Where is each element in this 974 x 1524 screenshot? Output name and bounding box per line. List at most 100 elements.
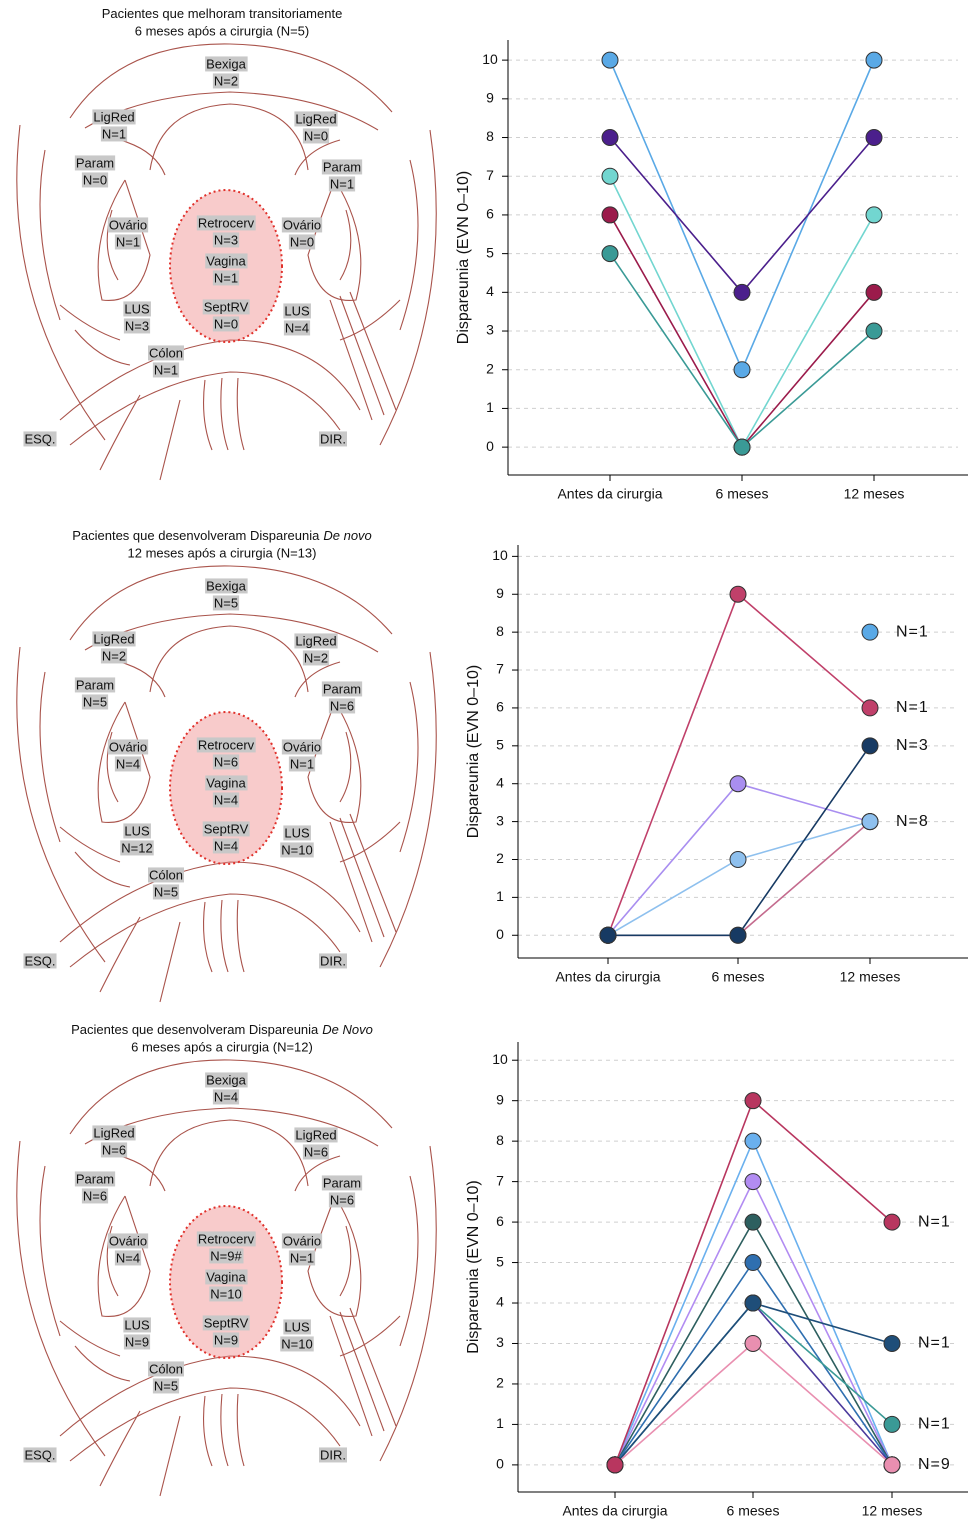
diagram-label: N=4: [214, 1089, 238, 1104]
diagram-label: ESQ.: [24, 1447, 55, 1462]
diagram-label: Retrocerv: [198, 1231, 255, 1246]
diagram-label: Cólon: [149, 1361, 183, 1376]
diagram-label: ESQ.: [24, 953, 55, 968]
diagram-label: N=6: [83, 1188, 107, 1203]
diagram-label: N=4: [214, 792, 238, 807]
data-point: [884, 1457, 900, 1473]
diagram-label: N=5: [154, 1378, 178, 1393]
chart: 012345678910Antes da cirurgia6 meses12 m…: [465, 545, 968, 985]
data-point: [866, 52, 882, 68]
y-tick-label: 5: [486, 244, 494, 260]
y-tick-label: 8: [486, 128, 494, 144]
diagram-label: Ovário: [283, 739, 321, 754]
diagram-label: Vagina: [206, 775, 246, 790]
diagram-label: LigRed: [93, 631, 134, 646]
diagram-label: Ovário: [283, 1233, 321, 1248]
data-point: [734, 284, 750, 300]
x-tick-label: Antes da cirurgia: [562, 1503, 667, 1519]
diagram-title: 6 meses após a cirurgia (N=12): [131, 1039, 313, 1054]
diagram-label: DIR.: [320, 953, 346, 968]
diagram-label: SeptRV: [204, 299, 249, 314]
y-tick-label: 0: [496, 926, 504, 942]
diagram-label: N=0: [290, 234, 314, 249]
end-label: N=1: [918, 1335, 951, 1352]
diagram-label: N=6: [330, 698, 354, 713]
diagram-label: N=0: [214, 316, 238, 331]
series-line: [608, 822, 870, 936]
diagram-label: Bexiga: [206, 56, 247, 71]
data-point: [745, 1093, 761, 1109]
title-line: Pacientes que desenvolveram Dispareunia: [71, 1022, 319, 1037]
y-tick-label: 2: [486, 360, 494, 376]
diagram-label: N=6: [330, 1192, 354, 1207]
diagram-label: N=1: [116, 234, 140, 249]
data-point: [884, 1214, 900, 1230]
diagram-label: ESQ.: [24, 431, 55, 446]
diagram-label: N=9#: [210, 1248, 242, 1263]
diagram-label: LUS: [124, 823, 150, 838]
y-tick-label: 5: [496, 737, 504, 753]
diagram-label: LUS: [124, 301, 150, 316]
y-tick-label: 4: [496, 774, 504, 790]
y-tick-label: 9: [496, 585, 504, 601]
data-point: [734, 439, 750, 455]
series-line: [608, 822, 870, 936]
diagram-label: Cólon: [149, 345, 183, 360]
y-tick-label: 0: [486, 438, 494, 454]
diagram-label: N=6: [304, 1144, 328, 1159]
y-tick-label: 2: [496, 1375, 504, 1391]
data-point: [602, 52, 618, 68]
diagram-label: N=6: [102, 1142, 126, 1157]
y-tick-label: 4: [486, 283, 494, 299]
data-point: [866, 207, 882, 223]
diagram-label: Vagina: [206, 253, 246, 268]
diagram-label: N=4: [214, 838, 238, 853]
data-point: [730, 776, 746, 792]
diagram-label: N=4: [116, 1250, 140, 1265]
diagram-label: Bexiga: [206, 578, 247, 593]
data-point: [866, 130, 882, 146]
y-tick-label: 1: [496, 888, 504, 904]
y-tick-label: 0: [496, 1456, 504, 1472]
diagram-label: N=10: [281, 842, 312, 857]
series-line: [615, 1101, 892, 1465]
y-tick-label: 10: [492, 1051, 508, 1067]
diagrams: Pacientes que melhoram transitoriamente6…: [17, 6, 436, 1496]
data-point: [730, 586, 746, 602]
diagram-label: LigRed: [93, 109, 134, 124]
y-axis-label: Dispareunia (EVN 0–10): [465, 1180, 482, 1353]
y-tick-label: 3: [486, 322, 494, 338]
diagram-label: N=0: [304, 128, 328, 143]
data-point: [602, 246, 618, 262]
y-tick-label: 5: [496, 1253, 504, 1269]
diagram-label: LigRed: [295, 633, 336, 648]
diagram-label: N=2: [304, 650, 328, 665]
y-tick-label: 7: [496, 661, 504, 677]
end-label: N=1: [918, 1416, 951, 1433]
data-point: [866, 323, 882, 339]
data-point: [602, 207, 618, 223]
diagram-label: SeptRV: [204, 821, 249, 836]
diagram-label: LUS: [284, 1319, 310, 1334]
y-tick-label: 6: [496, 1213, 504, 1229]
y-tick-label: 1: [486, 399, 494, 415]
series-line: [610, 254, 874, 448]
data-point: [862, 738, 878, 754]
diagram-label: N=1: [330, 176, 354, 191]
diagram-label: Param: [76, 1171, 114, 1186]
data-point: [730, 927, 746, 943]
diagram-label: N=10: [281, 1336, 312, 1351]
diagram-label: LigRed: [93, 1125, 134, 1140]
x-tick-label: 6 meses: [712, 969, 765, 985]
data-point: [862, 814, 878, 830]
diagram-panel: Pacientes que desenvolveram DispareuniaD…: [17, 528, 436, 1002]
diagram-label: Bexiga: [206, 1072, 247, 1087]
diagram-label: N=10: [210, 1286, 241, 1301]
diagram-panel: Pacientes que melhoram transitoriamente6…: [17, 6, 436, 480]
diagram-title: 6 meses após a cirurgia (N=5): [135, 23, 310, 38]
series-line: [608, 594, 870, 935]
data-point: [745, 1133, 761, 1149]
data-point: [866, 284, 882, 300]
